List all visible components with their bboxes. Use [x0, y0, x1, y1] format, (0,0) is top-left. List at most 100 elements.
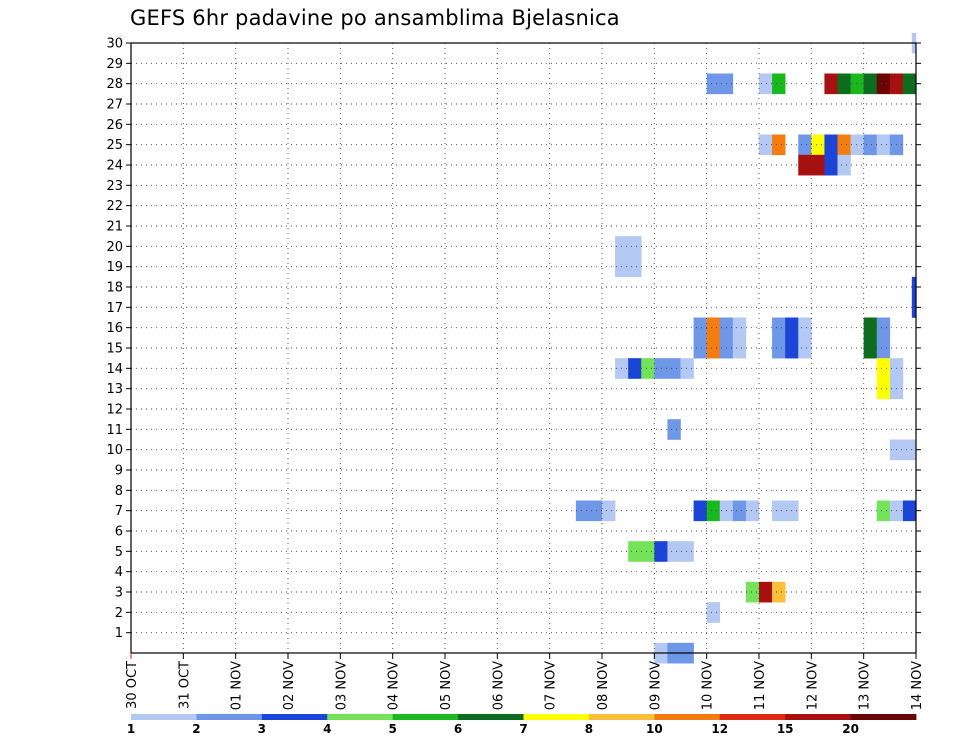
- data-cell: [706, 73, 721, 95]
- colorbar-label: 1: [127, 722, 135, 736]
- y-tick-label: 12: [106, 403, 123, 418]
- x-tick-label: 01 NOV: [230, 661, 245, 710]
- colorbar-swatch: [785, 714, 851, 720]
- data-cell: [706, 337, 721, 359]
- y-tick-label: 26: [106, 118, 123, 133]
- colorbar-label: 15: [777, 722, 794, 736]
- data-cell: [693, 317, 707, 339]
- data-cell: [863, 73, 878, 95]
- x-tick-label: 13 NOV: [858, 661, 873, 710]
- y-tick-label: 17: [106, 301, 123, 316]
- data-cell: [680, 541, 694, 562]
- x-tick-label: 04 NOV: [387, 661, 402, 710]
- data-cell: [759, 73, 773, 95]
- colorbar-label: 2: [192, 722, 200, 736]
- data-cell: [745, 581, 760, 603]
- data-cell: [798, 337, 812, 359]
- y-tick-label: 8: [115, 484, 123, 499]
- data-cell: [759, 581, 773, 603]
- data-cell: [863, 317, 878, 339]
- data-cell: [911, 297, 917, 318]
- data-cell: [772, 134, 786, 156]
- data-cell: [706, 317, 721, 339]
- colorbar-label: 12: [711, 722, 728, 736]
- data-cell: [772, 581, 786, 603]
- colorbar-label: 8: [585, 722, 593, 736]
- data-cell: [628, 236, 642, 257]
- data-cell: [876, 317, 891, 339]
- colorbar-label: 7: [519, 722, 527, 736]
- y-tick-label: 24: [106, 159, 123, 174]
- data-cell: [772, 337, 786, 359]
- data-cell: [732, 317, 747, 339]
- colorbar-swatch: [654, 714, 721, 720]
- y-tick-label: 23: [106, 179, 123, 194]
- data-cell: [772, 500, 786, 522]
- data-cell: [798, 154, 812, 176]
- data-cell: [863, 134, 878, 156]
- x-tick-label: 03 NOV: [334, 661, 349, 710]
- data-cell: [811, 134, 825, 156]
- y-tick-label: 4: [115, 565, 123, 580]
- x-tick-label: 08 NOV: [596, 661, 611, 710]
- y-tick-label: 28: [106, 77, 123, 92]
- colorbar-swatch: [131, 714, 197, 720]
- data-cell: [641, 541, 655, 562]
- colorbar-swatch: [850, 714, 917, 720]
- colorbar-swatch: [196, 714, 263, 720]
- grid-layer: [131, 43, 916, 653]
- y-tick-label: 5: [115, 545, 123, 560]
- y-tick-label: 21: [106, 220, 123, 235]
- x-tick-label: 02 NOV: [282, 661, 297, 710]
- x-tick-label: 30 OCT: [125, 661, 140, 709]
- colorbar-swatch: [327, 714, 394, 720]
- colorbar-swatch: [523, 714, 590, 720]
- data-cell: [680, 358, 694, 379]
- data-cell: [628, 358, 642, 379]
- data-cell: [628, 541, 642, 562]
- data-cell: [876, 378, 891, 400]
- y-tick-label: 27: [106, 98, 123, 113]
- y-tick-label: 20: [106, 240, 123, 255]
- data-cell: [706, 500, 721, 522]
- colorbar-swatch: [261, 714, 328, 720]
- data-cell: [667, 541, 681, 562]
- colorbar-swatch: [392, 714, 459, 720]
- colorbar-label: 20: [842, 722, 859, 736]
- data-cell: [732, 337, 747, 359]
- y-axis: 1234567891011121314151617181920212223242…: [106, 37, 921, 641]
- x-tick-label: 09 NOV: [648, 661, 663, 710]
- x-tick-label: 06 NOV: [491, 661, 506, 710]
- y-tick-label: 10: [106, 443, 123, 458]
- chart-title: GEFS 6hr padavine po ansamblima Bjelasni…: [130, 6, 620, 30]
- y-tick-label: 9: [115, 464, 123, 479]
- y-tick-label: 13: [106, 382, 123, 397]
- colorbar-label: 4: [323, 722, 331, 736]
- data-cell: [837, 154, 851, 176]
- x-tick-label: 07 NOV: [544, 661, 559, 710]
- data-cell: [876, 337, 891, 359]
- data-cell: [902, 73, 917, 95]
- data-cell: [772, 73, 786, 95]
- data-cell: [850, 134, 864, 156]
- data-cell: [628, 256, 642, 278]
- y-tick-label: 15: [106, 342, 123, 357]
- data-cell: [850, 73, 864, 95]
- y-tick-label: 7: [115, 504, 123, 519]
- colorbar-swatch: [458, 714, 524, 720]
- x-tick-label: 14 NOV: [910, 661, 925, 710]
- data-cell: [876, 500, 891, 522]
- data-cell: [667, 358, 681, 379]
- data-cell: [641, 358, 655, 379]
- data-cell: [876, 358, 891, 379]
- colorbar-swatch: [719, 714, 786, 720]
- data-cell: [588, 500, 603, 522]
- y-tick-label: 6: [115, 525, 123, 540]
- data-cell: [876, 73, 891, 95]
- x-tick-label: 05 NOV: [439, 661, 454, 710]
- data-cell: [667, 419, 681, 440]
- x-tick-label: 12 NOV: [805, 661, 820, 710]
- data-cell: [693, 500, 707, 522]
- y-tick-label: 3: [115, 586, 123, 601]
- colorbar-label: 10: [646, 722, 663, 736]
